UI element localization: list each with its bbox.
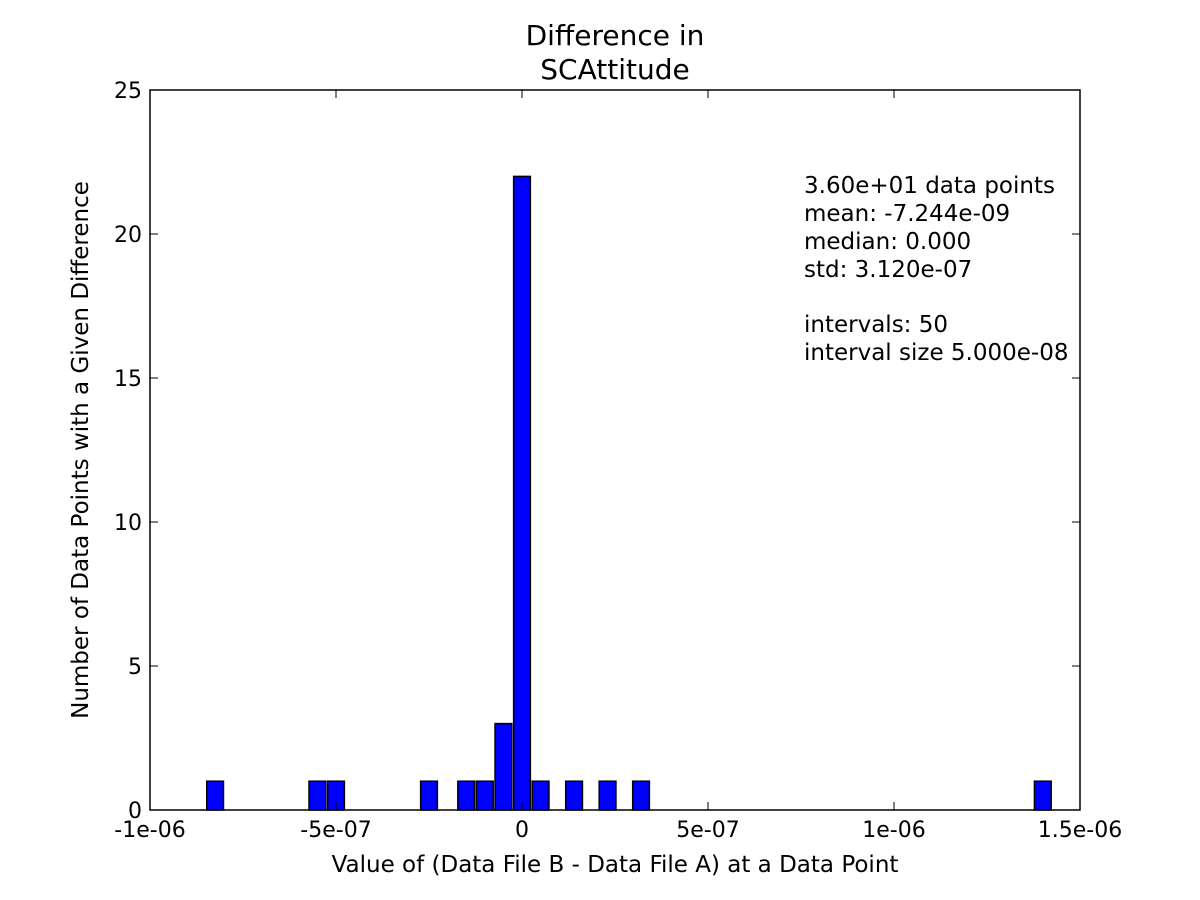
histogram-bar-3 bbox=[419, 780, 439, 811]
histogram-bar-8 bbox=[531, 780, 550, 811]
stats-line-mean: mean: -7.244e-09 bbox=[804, 201, 1010, 227]
histogram-bar-12 bbox=[1033, 780, 1052, 811]
histogram-bar-4 bbox=[457, 780, 476, 811]
x-tick-label-5: 1.5e-06 bbox=[1038, 818, 1122, 843]
chart-title-line-1: Difference in bbox=[526, 19, 705, 52]
histogram-bar-6 bbox=[494, 722, 513, 811]
stats-line-count: 3.60e+01 data points bbox=[804, 173, 1055, 199]
chart-title-line-2: SCAttitude bbox=[540, 53, 689, 86]
histogram-bar-0 bbox=[205, 780, 225, 811]
bars-group bbox=[205, 175, 1052, 811]
histogram-bar-10 bbox=[598, 780, 617, 811]
x-tick-label-1: -5e-07 bbox=[300, 818, 371, 843]
stats-line-std: std: 3.120e-07 bbox=[804, 257, 972, 283]
ticks-group: -1e-06 -5e-07 0 5e-07 1e-06 1.5e-06 0 5 10 15 20 25 bbox=[114, 79, 1122, 843]
x-tick-label-0: -1e-06 bbox=[114, 818, 185, 843]
y-tick-label-4: 20 bbox=[114, 223, 142, 248]
histogram-bar-5 bbox=[475, 780, 494, 811]
stats-line-intervals: intervals: 50 bbox=[804, 312, 948, 338]
y-tick-label-1: 5 bbox=[128, 655, 142, 680]
y-tick-label-3: 15 bbox=[114, 367, 142, 392]
x-tick-label-4: 1e-06 bbox=[862, 818, 925, 843]
histogram-bar-1 bbox=[308, 780, 327, 811]
stats-line-interval-size: interval size 5.000e-08 bbox=[804, 340, 1068, 366]
y-axis-label: Number of Data Points with a Given Diffe… bbox=[68, 181, 94, 719]
stats-annotation: 3.60e+01 data points mean: -7.244e-09 me… bbox=[804, 173, 1068, 366]
x-tick-label-3: 5e-07 bbox=[676, 818, 739, 843]
histogram-bar-7 bbox=[512, 175, 532, 811]
y-tick-label-2: 10 bbox=[114, 511, 142, 536]
histogram-bar-11 bbox=[631, 780, 651, 811]
x-tick-label-2: 0 bbox=[515, 818, 529, 843]
y-tick-label-0: 0 bbox=[128, 799, 142, 824]
x-axis-label: Value of (Data File B - Data File A) at … bbox=[332, 852, 899, 878]
histogram-bar-9 bbox=[564, 780, 584, 811]
plot-frame bbox=[149, 89, 1081, 811]
y-tick-label-5: 25 bbox=[114, 79, 142, 104]
stats-line-median: median: 0.000 bbox=[804, 229, 971, 255]
